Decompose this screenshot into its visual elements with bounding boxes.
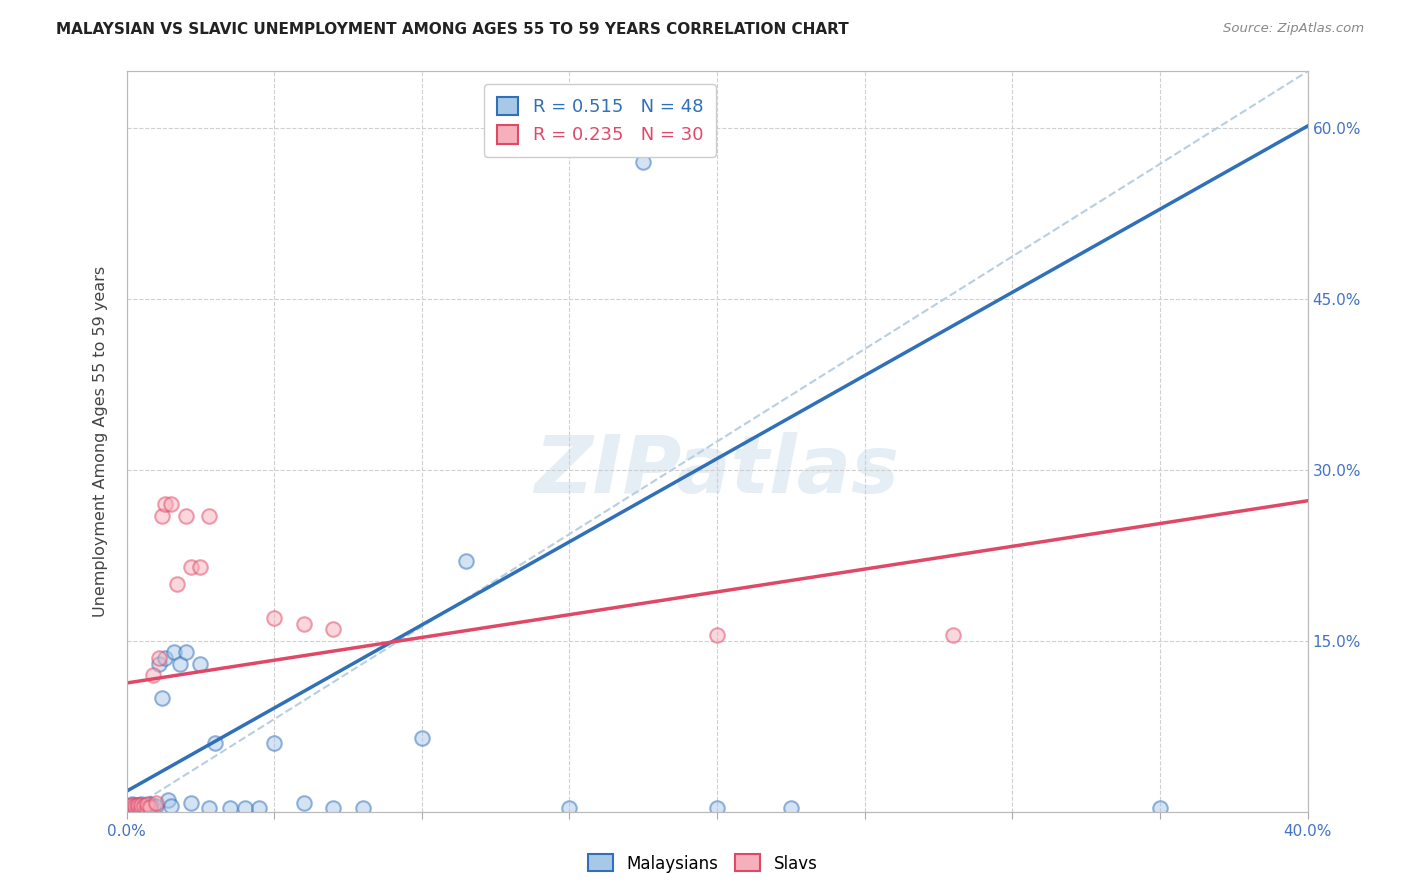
Point: [188, 559, 212, 574]
Point: [558, 801, 581, 815]
Point: [145, 799, 167, 814]
Point: [249, 801, 271, 815]
Point: [124, 802, 146, 816]
Point: [352, 801, 374, 815]
Point: [121, 801, 143, 815]
Point: [153, 497, 176, 511]
Point: [129, 797, 153, 812]
Point: [411, 731, 433, 745]
Point: [166, 577, 188, 591]
Point: [145, 796, 167, 810]
Point: [148, 657, 170, 671]
Point: [160, 799, 183, 814]
Point: [118, 802, 141, 816]
Point: [134, 801, 156, 815]
Point: [127, 801, 149, 815]
Point: [118, 801, 141, 815]
Point: [174, 645, 197, 659]
Text: ZIPatlas: ZIPatlas: [534, 432, 900, 510]
Point: [163, 645, 186, 659]
Point: [127, 801, 149, 815]
Point: [160, 497, 183, 511]
Point: [139, 800, 162, 814]
Point: [127, 797, 149, 812]
Point: [180, 796, 202, 810]
Point: [188, 657, 212, 671]
Point: [124, 800, 146, 814]
Point: [142, 668, 165, 682]
Point: [136, 801, 159, 815]
Point: [292, 616, 315, 631]
Point: [148, 651, 170, 665]
Point: [633, 155, 655, 169]
Point: [233, 801, 256, 815]
Point: [139, 797, 162, 811]
Point: [124, 802, 146, 816]
Point: [121, 799, 143, 814]
Point: [121, 797, 143, 811]
Point: [139, 801, 162, 815]
Point: [174, 508, 197, 523]
Point: [127, 797, 149, 812]
Point: [142, 800, 165, 814]
Point: [129, 800, 153, 814]
Point: [706, 628, 728, 642]
Point: [129, 802, 153, 816]
Point: [204, 736, 226, 750]
Legend: Malaysians, Slavs: Malaysians, Slavs: [582, 847, 824, 880]
Point: [118, 802, 141, 816]
Point: [121, 797, 143, 812]
Point: [136, 801, 159, 815]
Point: [942, 628, 965, 642]
Y-axis label: Unemployment Among Ages 55 to 59 years: Unemployment Among Ages 55 to 59 years: [93, 266, 108, 617]
Text: MALAYSIAN VS SLAVIC UNEMPLOYMENT AMONG AGES 55 TO 59 YEARS CORRELATION CHART: MALAYSIAN VS SLAVIC UNEMPLOYMENT AMONG A…: [56, 22, 849, 37]
Point: [150, 508, 173, 523]
Point: [456, 554, 478, 568]
Point: [706, 801, 728, 815]
Point: [153, 651, 176, 665]
Point: [124, 799, 146, 814]
Point: [780, 801, 803, 815]
Point: [198, 508, 221, 523]
Point: [150, 690, 173, 705]
Point: [198, 801, 221, 815]
Point: [322, 623, 344, 637]
Point: [134, 799, 156, 814]
Point: [134, 799, 156, 814]
Point: [263, 736, 285, 750]
Point: [124, 797, 146, 812]
Point: [1149, 801, 1171, 815]
Point: [322, 801, 344, 815]
Point: [121, 801, 143, 815]
Point: [292, 796, 315, 810]
Point: [263, 611, 285, 625]
Point: [180, 559, 202, 574]
Point: [136, 797, 159, 811]
Point: [129, 802, 153, 816]
Point: [118, 799, 141, 814]
Text: Source: ZipAtlas.com: Source: ZipAtlas.com: [1223, 22, 1364, 36]
Point: [169, 657, 191, 671]
Point: [129, 797, 153, 811]
Point: [219, 801, 242, 815]
Legend: R = 0.515   N = 48, R = 0.235   N = 30: R = 0.515 N = 48, R = 0.235 N = 30: [484, 84, 716, 157]
Point: [118, 799, 141, 814]
Point: [156, 793, 179, 807]
Point: [136, 797, 159, 812]
